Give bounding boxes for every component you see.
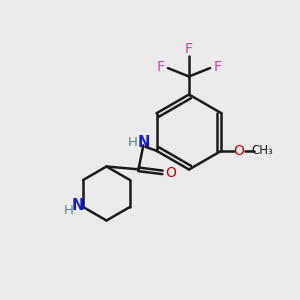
Text: F: F: [185, 42, 193, 56]
Text: N: N: [137, 135, 149, 150]
Text: H: H: [64, 204, 74, 217]
Text: CH₃: CH₃: [252, 144, 274, 157]
Text: O: O: [233, 144, 244, 158]
Text: F: F: [157, 60, 164, 74]
Text: F: F: [214, 60, 221, 74]
Text: H: H: [128, 136, 137, 149]
Text: O: O: [166, 166, 176, 180]
Text: N: N: [71, 198, 84, 213]
